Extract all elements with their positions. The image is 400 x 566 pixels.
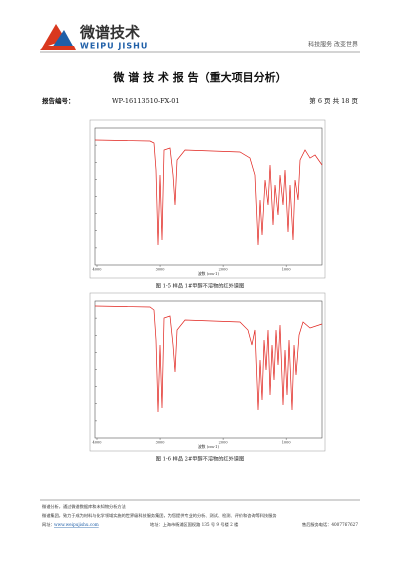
x-tick-label: 2000 [219, 441, 228, 445]
spectrum-line [94, 305, 323, 413]
logo-sub: WEIPU JISHU [80, 42, 148, 51]
spectrum-line [94, 139, 323, 246]
x-tick-label: 3000 [156, 268, 165, 272]
report-number: WP-16113510-FX-01 [112, 97, 180, 105]
address: 地址：上海市杨浦区国权路 135 号 9 号楼 2 楼 [150, 521, 238, 528]
figure-frame [89, 292, 326, 452]
figure-caption: 图 1-5 样品 1#甲醇不溶物的红外谱图 [156, 282, 244, 290]
x-tick-label: 3000 [156, 441, 165, 445]
website[interactable]: www.weipujishu.com [54, 522, 99, 527]
report-title: 微 谱 技 术 报 告（重大项目分析） [112, 70, 286, 84]
slogan: 科技服务 改变世界 [308, 41, 358, 49]
figures: 4000 3000 2000 1000 波数 (cm-1) 图 1-5 样品 1#甲醇不溶… [89, 119, 326, 463]
report-number-label: 报告编号： [42, 96, 75, 105]
figure-frame [89, 119, 326, 279]
logo [40, 24, 76, 50]
figure-caption: 图 1-6 样品 2#甲醇不溶物的红外谱图 [156, 455, 244, 463]
page-number: 第 6 页 共 18 页 [309, 96, 358, 105]
x-axis-label: 波数 (cm-1) [198, 444, 220, 449]
x-tick-label: 1000 [282, 441, 291, 445]
x-tick-label: 2000 [219, 268, 228, 272]
footer-line: 微谱集团，致力于成为材料与化学领域实施的世界级科技服务集团，为您提供专业的分析、… [42, 512, 277, 519]
website-label: 网址： [42, 521, 55, 528]
hotline: 售后服务电话：4007767627 [302, 521, 358, 528]
x-axis-label: 波数 (cm-1) [198, 271, 220, 276]
logo-name: 微谱技术 [79, 24, 140, 42]
x-tick-label: 4000 [93, 268, 102, 272]
footer-line: 微谱分析，通过微谱数据库和未知物分析方法 [42, 503, 126, 510]
x-tick-label: 1000 [282, 268, 291, 272]
x-tick-label: 4000 [93, 441, 102, 445]
